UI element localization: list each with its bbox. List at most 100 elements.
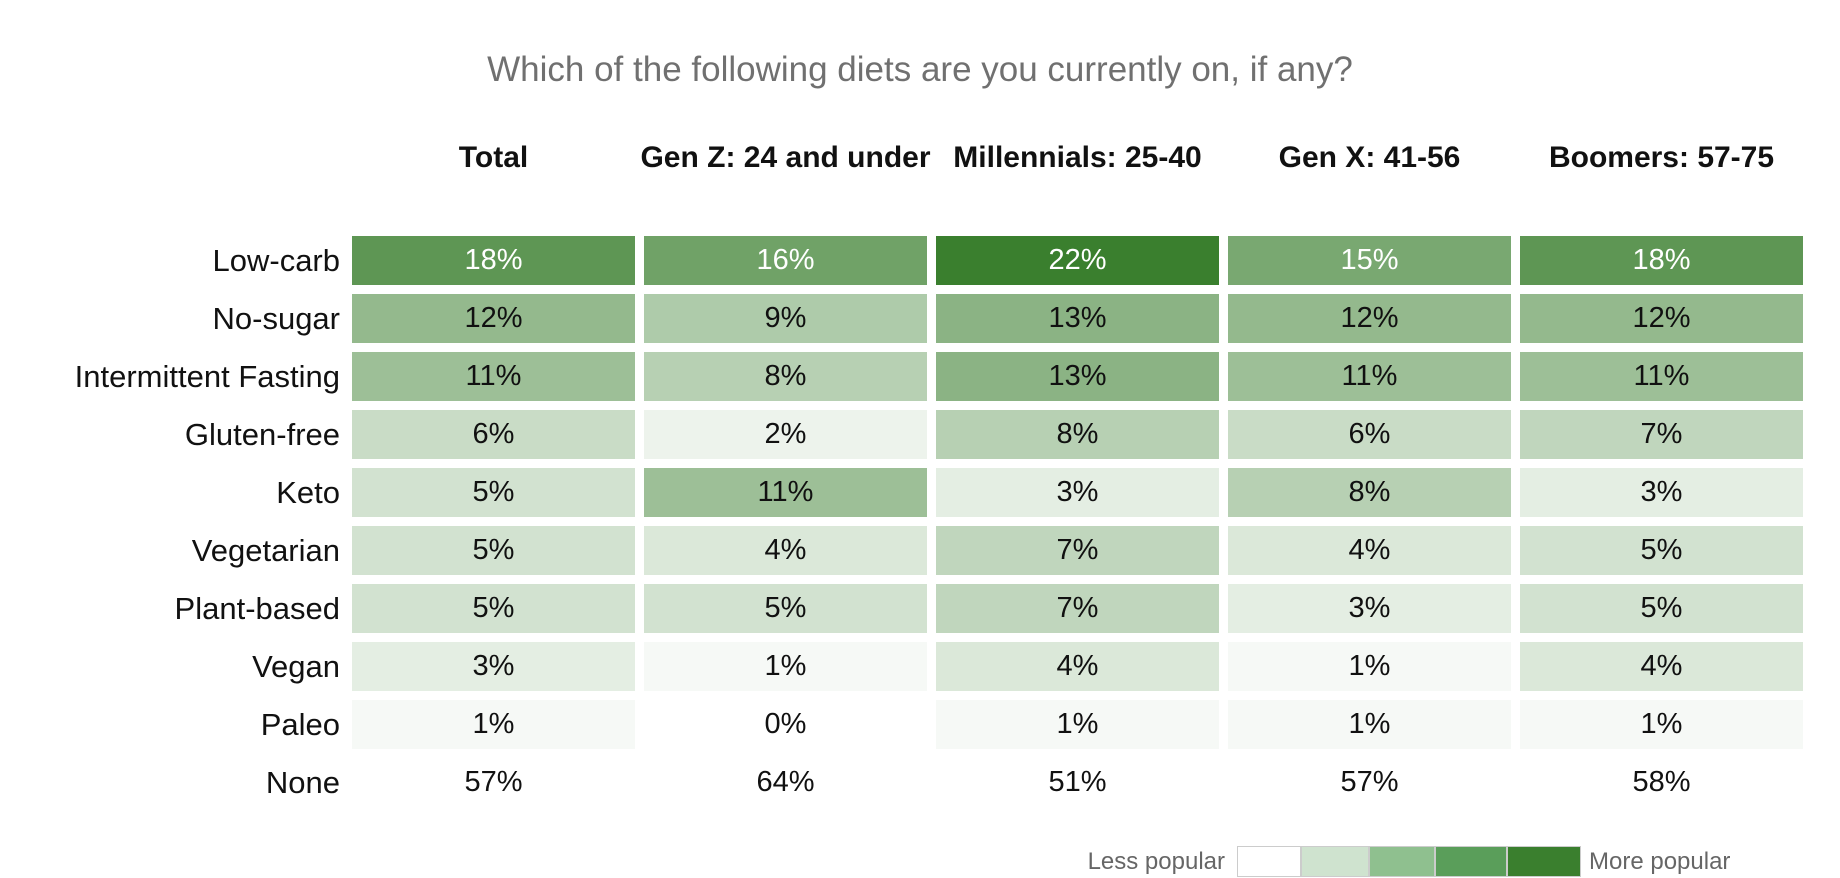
cell-label: 11% bbox=[1341, 360, 1398, 392]
heatmap-cell: 8% bbox=[1228, 468, 1511, 517]
heatmap-cell: 1% bbox=[644, 642, 927, 691]
heatmap-cell: 3% bbox=[352, 642, 635, 691]
legend-swatch bbox=[1237, 846, 1301, 877]
heatmap-cell: 6% bbox=[352, 410, 635, 459]
cell-label: 8% bbox=[764, 360, 807, 392]
legend-swatch bbox=[1369, 846, 1435, 877]
heatmap-cell: 3% bbox=[936, 468, 1219, 517]
cell-label: 11% bbox=[465, 360, 522, 392]
heatmap-cell: 4% bbox=[1228, 526, 1511, 575]
row-label: None bbox=[265, 765, 340, 800]
legend-swatch bbox=[1507, 846, 1581, 877]
cell-label: 4% bbox=[1056, 650, 1099, 682]
heatmap-cell: 5% bbox=[644, 584, 927, 633]
cell-label: 5% bbox=[1640, 534, 1683, 566]
heatmap-cell: 1% bbox=[1520, 700, 1803, 749]
cell-label: 7% bbox=[1056, 592, 1099, 624]
cell-label: 8% bbox=[1056, 418, 1099, 450]
cell-label: 5% bbox=[472, 534, 515, 566]
heatmap-cell: 22% bbox=[936, 236, 1219, 285]
cell-label: 7% bbox=[1640, 418, 1683, 450]
row-label: Vegan bbox=[252, 649, 340, 684]
cell-label: 3% bbox=[472, 650, 515, 682]
column-header: Gen X: 41-56 bbox=[1278, 141, 1461, 174]
column-header: Boomers: 57-75 bbox=[1548, 141, 1775, 174]
cell-label: 11% bbox=[757, 476, 814, 508]
cell-label: 1% bbox=[1348, 650, 1391, 682]
cell-label: 18% bbox=[464, 244, 523, 276]
legend-swatch bbox=[1301, 846, 1369, 877]
cell-label: 5% bbox=[472, 476, 515, 508]
cell-label: 22% bbox=[1048, 244, 1107, 276]
column-header: Millennials: 25-40 bbox=[953, 141, 1202, 174]
cell-label: 12% bbox=[464, 302, 523, 334]
heatmap-cell: 3% bbox=[1228, 584, 1511, 633]
table-value: 58% bbox=[1632, 766, 1691, 798]
cell-label: 3% bbox=[1348, 592, 1391, 624]
cell-label: 3% bbox=[1640, 476, 1683, 508]
heatmap-cell: 13% bbox=[936, 294, 1219, 343]
heatmap-cell: 12% bbox=[352, 294, 635, 343]
row-label: Intermittent Fasting bbox=[74, 359, 340, 394]
heatmap-cell: 18% bbox=[1520, 236, 1803, 285]
heatmap-cell: 7% bbox=[936, 526, 1219, 575]
heatmap-cell: 4% bbox=[644, 526, 927, 575]
legend-low: Less popular bbox=[1087, 848, 1225, 875]
heatmap-cell: 11% bbox=[1228, 352, 1511, 401]
row-label: Plant-based bbox=[174, 591, 340, 626]
heatmap-cell: 12% bbox=[1228, 294, 1511, 343]
cell-label: 8% bbox=[1348, 476, 1391, 508]
heatmap-cell: 8% bbox=[936, 410, 1219, 459]
cell-label: 11% bbox=[1633, 360, 1690, 392]
cell-label: 4% bbox=[1640, 650, 1683, 682]
row-label: Paleo bbox=[260, 707, 340, 742]
cell-label: 5% bbox=[1640, 592, 1683, 624]
heatmap-cell: 3% bbox=[1520, 468, 1803, 517]
heatmap-cell: 5% bbox=[352, 468, 635, 517]
heatmap-cell: 16% bbox=[644, 236, 927, 285]
cell-label: 4% bbox=[764, 534, 807, 566]
heatmap-cell: 11% bbox=[644, 468, 927, 517]
heatmap-cell: 0% bbox=[644, 700, 927, 749]
heatmap-cell: 4% bbox=[1520, 642, 1803, 691]
heatmap-cell: 7% bbox=[936, 584, 1219, 633]
cell-label: 15% bbox=[1340, 244, 1399, 276]
row-label: Keto bbox=[276, 475, 340, 510]
cell-label: 6% bbox=[472, 418, 515, 450]
row-label: No-sugar bbox=[212, 301, 341, 336]
cell-label: 1% bbox=[764, 650, 807, 682]
cell-label: 5% bbox=[764, 592, 807, 624]
heatmap-cell: 2% bbox=[644, 410, 927, 459]
cell-label: 13% bbox=[1048, 360, 1107, 392]
cell-label: 3% bbox=[1056, 476, 1099, 508]
cell-label: 4% bbox=[1348, 534, 1391, 566]
heatmap-cell: 8% bbox=[644, 352, 927, 401]
row-label: Low-carb bbox=[212, 243, 341, 278]
heatmap-cell: 11% bbox=[1520, 352, 1803, 401]
heatmap-cell: 5% bbox=[352, 584, 635, 633]
cell-label: 1% bbox=[1056, 708, 1099, 740]
table-value: 57% bbox=[1340, 766, 1399, 798]
heatmap-cell: 7% bbox=[1520, 410, 1803, 459]
heatmap-cell: 1% bbox=[1228, 700, 1511, 749]
legend-swatch bbox=[1435, 846, 1507, 877]
cell-label: 1% bbox=[1640, 708, 1683, 740]
heatmap-cell: 5% bbox=[1520, 584, 1803, 633]
row-label: Gluten-free bbox=[184, 417, 340, 452]
cell-label: 12% bbox=[1340, 302, 1399, 334]
cell-label: 9% bbox=[764, 302, 807, 334]
table-value: 51% bbox=[1048, 766, 1107, 798]
cell-label: 16% bbox=[756, 244, 815, 276]
heatmap-cell: 6% bbox=[1228, 410, 1511, 459]
heatmap-cell: 12% bbox=[1520, 294, 1803, 343]
cell-label: 2% bbox=[764, 418, 807, 450]
heatmap-cell: 15% bbox=[1228, 236, 1511, 285]
heatmap-cell: 1% bbox=[936, 700, 1219, 749]
row-label: Vegetarian bbox=[191, 533, 340, 568]
table-value: 64% bbox=[756, 766, 815, 798]
heatmap-cell: 5% bbox=[352, 526, 635, 575]
column-header: Gen Z: 24 and under bbox=[640, 141, 931, 174]
cell-label: 7% bbox=[1056, 534, 1099, 566]
cell-label: 6% bbox=[1348, 418, 1391, 450]
heatmap-cell: 4% bbox=[936, 642, 1219, 691]
